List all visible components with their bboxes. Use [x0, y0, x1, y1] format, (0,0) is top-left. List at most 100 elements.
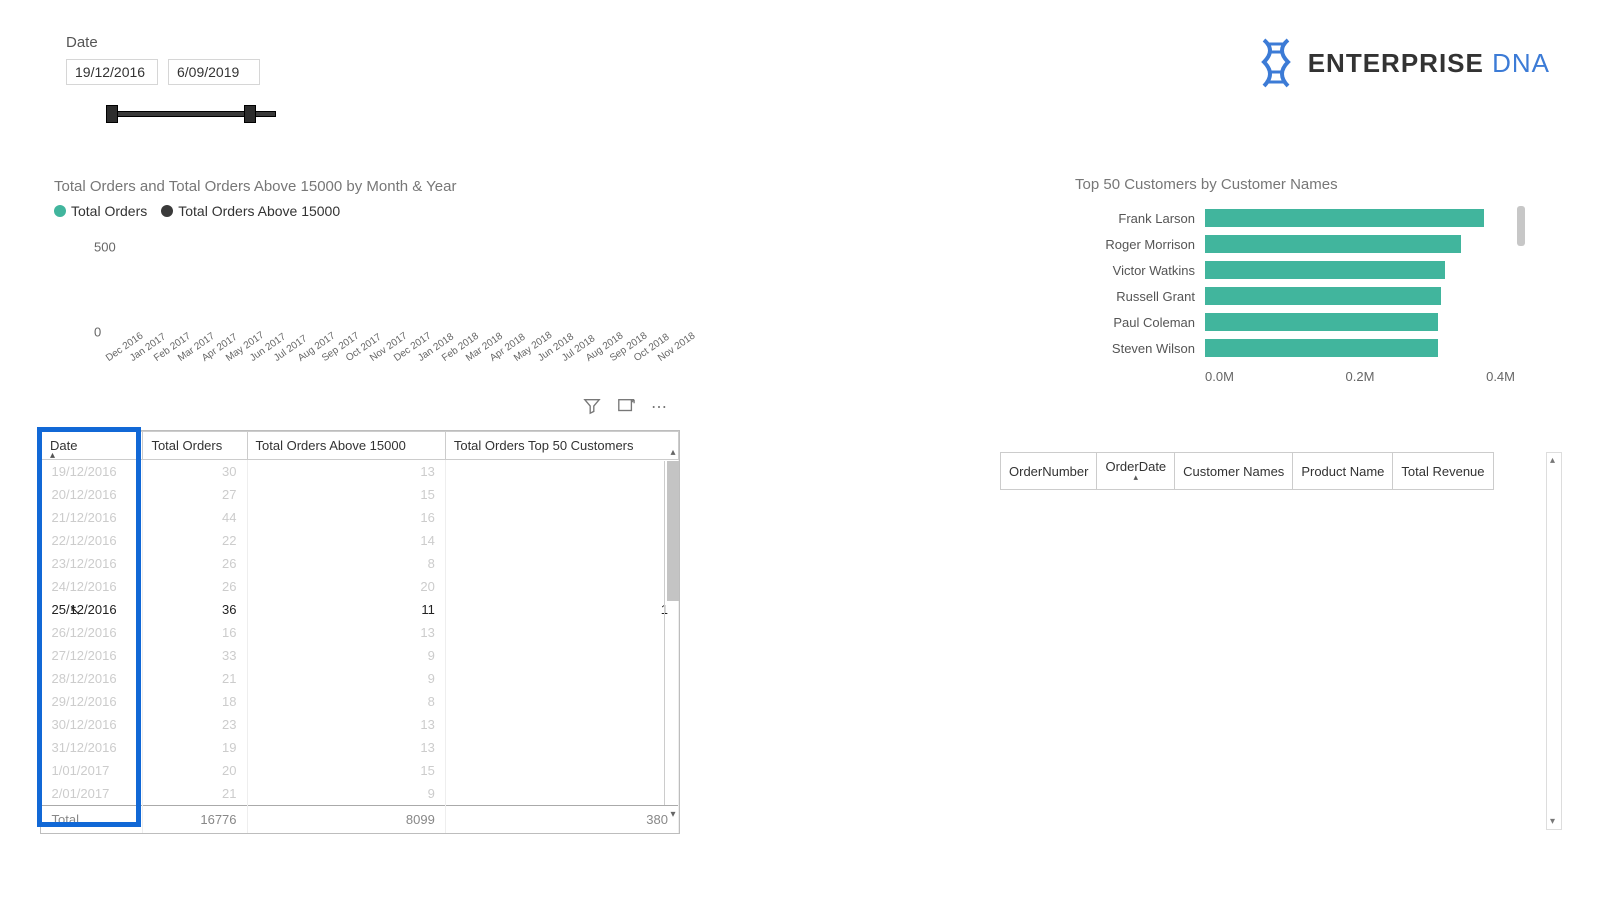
table-cell — [445, 667, 678, 690]
table-row[interactable]: 1/01/2017 20 15 — [42, 759, 679, 782]
chart-x-axis: 0.0M0.2M0.4M — [1205, 365, 1515, 384]
table-cell: 20 — [143, 759, 247, 782]
table-row[interactable]: 29/12/2016 18 8 — [42, 690, 679, 713]
scroll-up-icon[interactable]: ▴ — [668, 447, 678, 457]
chart-plot-area: 500 0 — [94, 227, 904, 347]
table-header-cell[interactable]: Total Revenue — [1393, 453, 1493, 490]
cursor-icon: ↖ — [70, 602, 86, 622]
table-cell: 31/12/2016 — [42, 736, 143, 759]
table-row[interactable]: 31/12/2016 19 13 — [42, 736, 679, 759]
date-from-input[interactable]: 19/12/2016 — [66, 59, 158, 85]
table-cell: 20 — [247, 575, 445, 598]
table-header-cell[interactable]: Customer Names — [1175, 453, 1293, 490]
table-header-cell[interactable]: Total Orders Above 15000 — [247, 432, 445, 460]
table-row[interactable]: 21/12/2016 44 16 — [42, 506, 679, 529]
table-cell: 22 — [143, 529, 247, 552]
orders-table[interactable]: Date▴Total OrdersTotal Orders Above 1500… — [41, 431, 679, 833]
slicer-label: Date — [66, 34, 286, 51]
table-cell — [445, 460, 678, 484]
focus-mode-icon[interactable] — [617, 397, 635, 415]
more-options-icon[interactable]: ⋯ — [651, 397, 669, 417]
drill-through-table[interactable]: OrderNumberOrderDate▴Customer NamesProdu… — [1000, 452, 1560, 490]
customer-bar-row[interactable]: Frank Larson — [1075, 209, 1515, 227]
customer-bar[interactable] — [1205, 287, 1441, 305]
table-cell — [445, 621, 678, 644]
table-scrollbar[interactable]: ▴ ▾ — [1546, 452, 1562, 830]
table-header-cell[interactable]: Total Orders — [143, 432, 247, 460]
dna-icon — [1256, 38, 1296, 88]
chart-title: Total Orders and Total Orders Above 1500… — [54, 178, 904, 195]
customer-bar-row[interactable]: Roger Morrison — [1075, 235, 1515, 253]
table-row[interactable]: 24/12/2016 26 20 — [42, 575, 679, 598]
table-cell: 11 — [247, 598, 445, 621]
date-slider[interactable] — [66, 103, 286, 123]
scrollbar-thumb[interactable] — [1517, 206, 1525, 246]
date-slicer[interactable]: Date 19/12/2016 6/09/2019 — [66, 34, 286, 123]
table-cell: 27 — [143, 483, 247, 506]
table-cell: 26 — [143, 575, 247, 598]
legend-item[interactable]: Total Orders — [54, 203, 147, 219]
top-customers-chart[interactable]: Top 50 Customers by Customer Names Frank… — [1075, 176, 1515, 416]
table-cell: 13 — [247, 713, 445, 736]
customer-bar-row[interactable]: Russell Grant — [1075, 287, 1515, 305]
table-header-cell[interactable]: Product Name — [1293, 453, 1393, 490]
legend-item[interactable]: Total Orders Above 15000 — [161, 203, 340, 219]
table-cell: 15 — [247, 759, 445, 782]
customer-bar-row[interactable]: Paul Coleman — [1075, 313, 1515, 331]
table-row[interactable]: 2/01/2017 21 9 — [42, 782, 679, 806]
customer-bar[interactable] — [1205, 235, 1461, 253]
y-tick-label: 500 — [94, 239, 116, 254]
table-cell — [445, 644, 678, 667]
customer-name-label: Russell Grant — [1075, 289, 1205, 304]
scroll-down-icon[interactable]: ▾ — [1550, 816, 1555, 827]
table-header-cell[interactable]: OrderNumber — [1001, 453, 1097, 490]
scrollbar-thumb[interactable] — [667, 461, 679, 601]
x-tick-label: 0.4M — [1486, 369, 1515, 384]
slider-handle-end[interactable] — [244, 105, 256, 123]
table-row[interactable]: 27/12/2016 33 9 — [42, 644, 679, 667]
table-cell: 9 — [247, 782, 445, 806]
table-cell: 30 — [143, 460, 247, 484]
scroll-down-icon[interactable]: ▾ — [668, 809, 678, 819]
date-to-input[interactable]: 6/09/2019 — [168, 59, 260, 85]
table-header-cell[interactable]: Date▴ — [42, 432, 143, 460]
table-row[interactable]: 19/12/2016 30 13 — [42, 460, 679, 484]
table-cell: 21 — [143, 667, 247, 690]
scroll-up-icon[interactable]: ▴ — [1550, 455, 1555, 466]
table-cell: 30/12/2016 — [42, 713, 143, 736]
table-row[interactable]: 26/12/2016 16 13 — [42, 621, 679, 644]
table-cell: 19/12/2016 — [42, 460, 143, 484]
table-row[interactable]: 30/12/2016 23 13 — [42, 713, 679, 736]
table-row[interactable]: 25/12/2016↖ 36 11 1 — [42, 598, 679, 621]
customer-name-label: Frank Larson — [1075, 211, 1205, 226]
table-cell: 2/01/2017 — [42, 782, 143, 806]
slider-handle-start[interactable] — [106, 105, 118, 123]
table-cell: 24/12/2016 — [42, 575, 143, 598]
customer-bar-row[interactable]: Steven Wilson — [1075, 339, 1515, 357]
table-total-cell: Total — [42, 806, 143, 834]
customer-bar[interactable] — [1205, 261, 1445, 279]
filter-icon[interactable] — [583, 397, 601, 415]
table-cell: 13 — [247, 460, 445, 484]
table-total-cell: 16776 — [143, 806, 247, 834]
table-cell: 14 — [247, 529, 445, 552]
table-header-cell[interactable]: OrderDate▴ — [1097, 453, 1175, 490]
y-tick-label: 0 — [94, 325, 101, 340]
customer-bar[interactable] — [1205, 339, 1438, 357]
x-tick-label: 0.2M — [1346, 369, 1375, 384]
customer-bar[interactable] — [1205, 313, 1438, 331]
table-cell: 26 — [143, 552, 247, 575]
customer-bar-row[interactable]: Victor Watkins — [1075, 261, 1515, 279]
orders-by-month-chart[interactable]: Total Orders and Total Orders Above 1500… — [54, 178, 904, 403]
table-scrollbar[interactable]: ▴ ▾ — [664, 461, 680, 805]
table-cell: 1 — [445, 598, 678, 621]
orders-table-visual[interactable]: ⋯ Date▴Total OrdersTotal Orders Above 15… — [40, 430, 680, 834]
table-row[interactable]: 22/12/2016 22 14 — [42, 529, 679, 552]
table-row[interactable]: 23/12/2016 26 8 — [42, 552, 679, 575]
table-header-cell[interactable]: Total Orders Top 50 Customers — [445, 432, 678, 460]
table-row[interactable]: 20/12/2016 27 15 — [42, 483, 679, 506]
customer-bar[interactable] — [1205, 209, 1484, 227]
table-cell: 16 — [247, 506, 445, 529]
table-cell: 8 — [247, 690, 445, 713]
table-row[interactable]: 28/12/2016 21 9 — [42, 667, 679, 690]
